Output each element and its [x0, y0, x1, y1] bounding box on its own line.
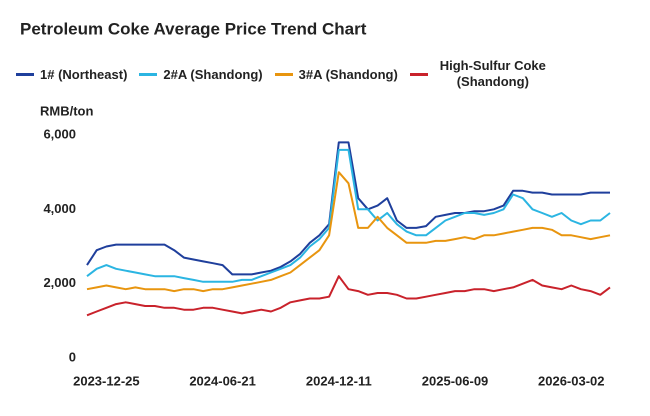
- legend-item: High-Sulfur Coke (Shandong): [409, 58, 552, 90]
- legend-label: High-Sulfur Coke (Shandong): [439, 58, 546, 89]
- legend-item: 3#A (Shandong): [274, 66, 398, 82]
- legend: 1# (Northeast) 2#A (Shandong) 3#A (Shandon…: [16, 58, 636, 90]
- series-line: [86, 171, 611, 293]
- legend-label: 3#A (Shandong): [298, 66, 398, 82]
- y-tick-label: 2,000: [43, 275, 76, 290]
- y-tick-label: 0: [69, 349, 76, 364]
- series-line: [86, 148, 611, 283]
- x-tick-label: 2024-06-21: [189, 373, 256, 388]
- legend-swatch: [274, 72, 293, 76]
- y-tick-label: 4,000: [43, 201, 76, 216]
- legend-item: 2#A (Shandong): [139, 66, 263, 82]
- y-axis-label: RMB/ton: [40, 103, 93, 118]
- x-tick-label: 2024-12-11: [306, 373, 372, 388]
- series-line: [86, 141, 610, 276]
- legend-swatch: [409, 72, 428, 76]
- legend-swatch: [139, 72, 158, 76]
- legend-label: 1# (Northeast): [40, 66, 128, 82]
- chart-title: Petroleum Coke Average Price Trend Chart: [20, 19, 367, 38]
- x-tick-label: 2026-03-02: [538, 373, 605, 388]
- legend-item: 1# (Northeast): [16, 67, 127, 82]
- y-tick-label: 6,000: [43, 126, 76, 141]
- series-line: [86, 275, 611, 317]
- x-tick-label: 2023-12-25: [73, 373, 140, 388]
- x-tick-label: 2025-06-09: [422, 373, 489, 388]
- legend-swatch: [16, 72, 34, 76]
- legend-label: 2#A (Shandong): [163, 66, 263, 82]
